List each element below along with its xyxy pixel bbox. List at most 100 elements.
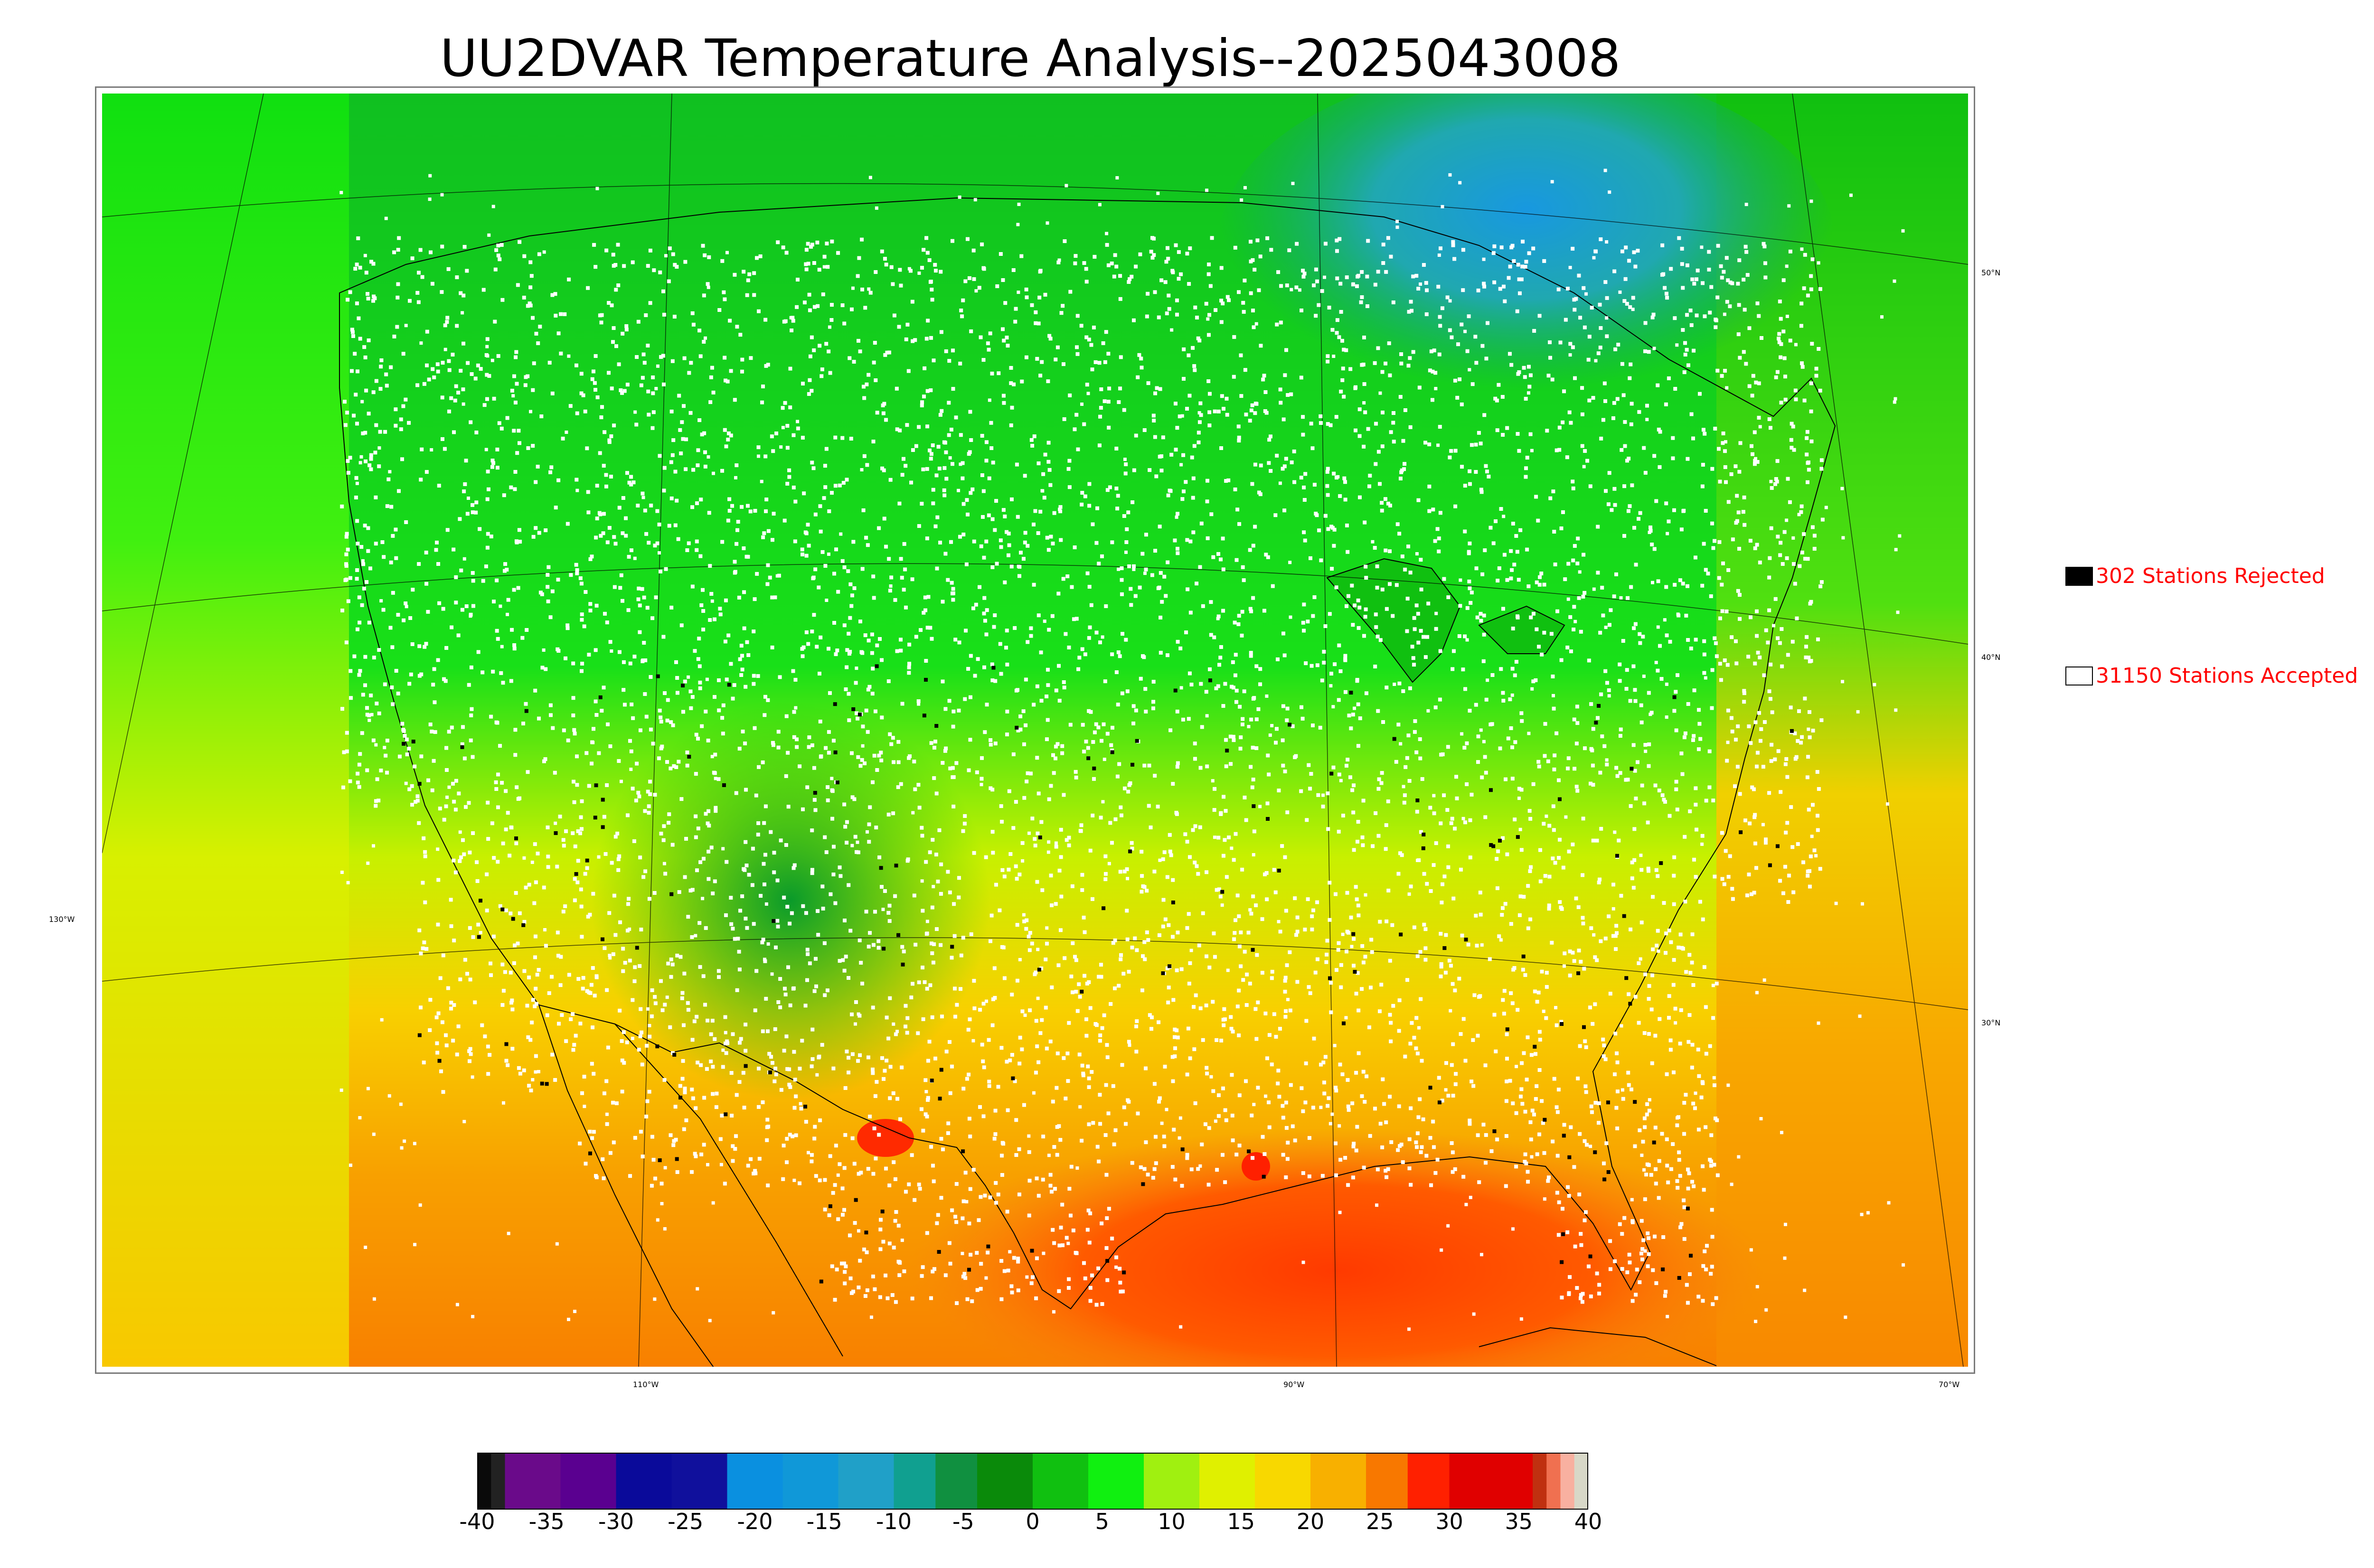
station-accepted	[1397, 532, 1402, 536]
station-accepted	[1261, 377, 1265, 382]
station-accepted	[345, 749, 349, 753]
station-accepted	[833, 435, 838, 440]
station-accepted	[1320, 678, 1324, 683]
station-accepted	[891, 811, 895, 816]
station-accepted	[1147, 804, 1151, 808]
station-accepted	[796, 277, 800, 282]
station-accepted	[1103, 877, 1108, 882]
station-accepted	[1542, 582, 1546, 587]
station-accepted	[773, 595, 777, 600]
station-accepted	[720, 716, 725, 720]
station-accepted	[679, 797, 684, 801]
station-accepted	[858, 1053, 862, 1057]
station-accepted	[1249, 291, 1253, 295]
station-accepted	[1196, 1167, 1200, 1171]
station-accepted	[823, 1178, 827, 1182]
station-accepted	[1591, 727, 1595, 731]
station-accepted	[1803, 696, 1807, 701]
station-accepted	[1349, 726, 1353, 731]
station-accepted	[972, 1006, 977, 1011]
station-accepted	[957, 876, 961, 880]
station-accepted	[981, 489, 986, 493]
station-accepted	[1607, 688, 1611, 692]
station-accepted	[1269, 248, 1273, 252]
station-accepted	[1145, 930, 1149, 934]
station-accepted	[1565, 286, 1570, 291]
station-accepted	[1269, 469, 1273, 473]
station-accepted	[1027, 1213, 1031, 1218]
station-accepted	[950, 1208, 954, 1212]
station-accepted	[1711, 1016, 1715, 1020]
station-accepted	[702, 339, 706, 344]
station-accepted	[895, 386, 899, 391]
station-accepted	[1011, 752, 1016, 756]
map-frame[interactable]: 50°N 40°N 30°N 110°W 90°W 70°W 130°W	[49, 86, 2000, 1389]
station-accepted	[720, 259, 725, 263]
station-accepted	[1270, 976, 1274, 980]
station-accepted	[1249, 765, 1253, 769]
station-accepted	[733, 398, 737, 402]
station-accepted	[1641, 1139, 1645, 1144]
station-accepted	[891, 736, 895, 740]
station-accepted	[468, 850, 472, 854]
station-accepted	[816, 909, 820, 913]
station-accepted	[1253, 402, 1258, 406]
station-accepted	[968, 1187, 972, 1191]
station-accepted	[1613, 347, 1618, 351]
station-accepted	[933, 263, 937, 267]
station-accepted	[1632, 626, 1636, 630]
temperature-analysis-map[interactable]	[102, 94, 1968, 1367]
station-accepted	[1100, 739, 1104, 743]
station-accepted	[669, 460, 673, 464]
station-accepted	[534, 331, 538, 336]
station-accepted	[1467, 579, 1471, 583]
station-accepted	[653, 1176, 658, 1181]
station-accepted	[1116, 703, 1120, 707]
station-accepted	[816, 304, 820, 308]
station-accepted	[1279, 284, 1283, 288]
station-accepted	[1292, 480, 1297, 484]
station-accepted	[498, 904, 502, 908]
station-accepted	[802, 491, 806, 496]
station-accepted	[416, 300, 421, 304]
station-accepted	[742, 1106, 746, 1110]
station-accepted	[516, 941, 520, 946]
station-accepted	[1638, 641, 1642, 645]
station-accepted	[697, 664, 702, 668]
station-accepted	[1374, 422, 1378, 426]
station-accepted	[1198, 401, 1203, 405]
station-accepted	[879, 751, 883, 755]
station-accepted	[1328, 423, 1333, 427]
station-accepted	[1532, 329, 1536, 333]
station-accepted	[936, 445, 941, 449]
station-accepted	[746, 278, 750, 282]
station-accepted	[682, 1127, 686, 1131]
station-accepted	[684, 836, 688, 841]
station-accepted	[1446, 745, 1450, 749]
station-accepted	[1344, 604, 1348, 608]
station-accepted	[1746, 655, 1751, 659]
station-accepted	[1196, 440, 1201, 444]
station-accepted	[1453, 504, 1458, 508]
station-accepted	[1352, 848, 1356, 852]
station-accepted	[1439, 965, 1443, 969]
station-accepted	[879, 1218, 883, 1222]
station-accepted	[888, 732, 892, 736]
station-accepted	[1514, 1111, 1518, 1115]
station-accepted	[1355, 1125, 1359, 1129]
station-accepted	[621, 331, 625, 336]
station-accepted	[1163, 280, 1168, 284]
station-accepted	[430, 282, 434, 286]
station-accepted	[471, 935, 475, 939]
station-accepted	[1454, 775, 1459, 779]
station-accepted	[1125, 867, 1129, 872]
station-accepted	[1726, 500, 1731, 504]
station-accepted	[1789, 705, 1793, 710]
station-accepted	[1661, 1235, 1666, 1239]
station-accepted	[602, 685, 606, 690]
station-accepted	[912, 760, 916, 764]
station-accepted	[1100, 554, 1104, 558]
station-accepted	[1585, 459, 1590, 463]
station-accepted	[669, 496, 674, 500]
station-accepted	[987, 1084, 991, 1088]
